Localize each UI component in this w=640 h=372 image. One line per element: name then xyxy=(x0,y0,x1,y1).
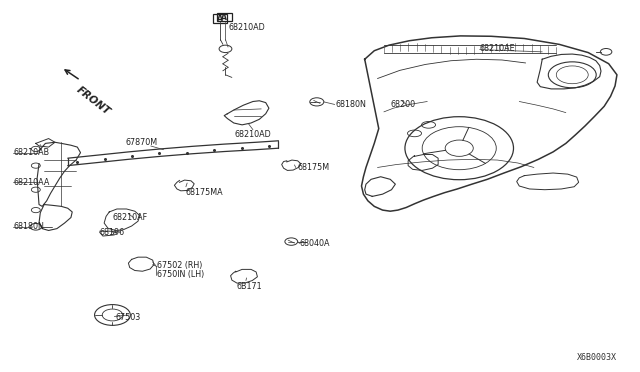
Text: 68210AF: 68210AF xyxy=(113,213,148,222)
Text: 68175MA: 68175MA xyxy=(186,188,223,197)
Text: 67503: 67503 xyxy=(116,313,141,322)
Text: A: A xyxy=(218,14,223,23)
Text: 68210AD: 68210AD xyxy=(228,23,265,32)
Text: 67502 (RH): 67502 (RH) xyxy=(157,261,202,270)
Text: 68196: 68196 xyxy=(100,228,125,237)
Text: 6B171: 6B171 xyxy=(237,282,262,291)
Text: 6750IN (LH): 6750IN (LH) xyxy=(157,270,204,279)
Text: 68040A: 68040A xyxy=(300,239,330,248)
Text: 68210AE: 68210AE xyxy=(479,44,515,53)
Text: A: A xyxy=(221,13,227,22)
Text: 68180N: 68180N xyxy=(336,100,367,109)
Text: 68210AA: 68210AA xyxy=(13,178,50,187)
Text: FRONT: FRONT xyxy=(74,84,112,117)
Text: 68210AD: 68210AD xyxy=(235,131,271,140)
Text: 68180N: 68180N xyxy=(13,222,44,231)
Text: 68175M: 68175M xyxy=(298,163,330,172)
Text: 68210AB: 68210AB xyxy=(13,148,49,157)
Text: X6B0003X: X6B0003X xyxy=(577,353,617,362)
Text: 68200: 68200 xyxy=(390,100,415,109)
Text: 67870M: 67870M xyxy=(125,138,157,147)
